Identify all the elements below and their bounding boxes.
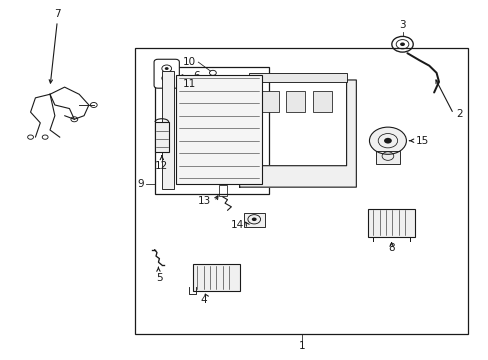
Polygon shape	[239, 80, 356, 187]
Circle shape	[164, 67, 168, 70]
Bar	[155, 122, 168, 152]
Bar	[285, 91, 305, 112]
Text: 14: 14	[231, 220, 244, 230]
Text: 8: 8	[387, 243, 394, 253]
Circle shape	[399, 42, 404, 46]
Text: 9: 9	[137, 179, 143, 189]
Bar	[312, 91, 331, 112]
Text: 6: 6	[193, 71, 200, 81]
Text: 11: 11	[182, 78, 196, 89]
Bar	[176, 75, 261, 184]
Circle shape	[251, 217, 256, 221]
Text: 13: 13	[198, 197, 211, 206]
Bar	[135, 48, 467, 334]
Text: 4: 4	[200, 295, 206, 305]
Circle shape	[369, 127, 406, 154]
FancyBboxPatch shape	[154, 59, 179, 88]
Text: 2: 2	[455, 109, 462, 119]
Text: 15: 15	[415, 136, 428, 146]
Bar	[375, 152, 399, 164]
Text: 1: 1	[298, 341, 305, 351]
Text: 12: 12	[155, 161, 168, 171]
Bar	[162, 71, 174, 189]
Bar	[154, 67, 268, 194]
Circle shape	[164, 77, 168, 80]
Bar	[193, 264, 239, 291]
Text: 5: 5	[156, 273, 163, 283]
Text: 10: 10	[183, 57, 196, 67]
Bar	[368, 208, 414, 237]
Bar	[249, 73, 346, 82]
Bar	[259, 91, 278, 112]
Text: 7: 7	[54, 9, 61, 19]
Circle shape	[383, 138, 391, 144]
Text: 3: 3	[398, 20, 405, 30]
Bar	[218, 185, 226, 196]
Bar	[243, 213, 264, 227]
